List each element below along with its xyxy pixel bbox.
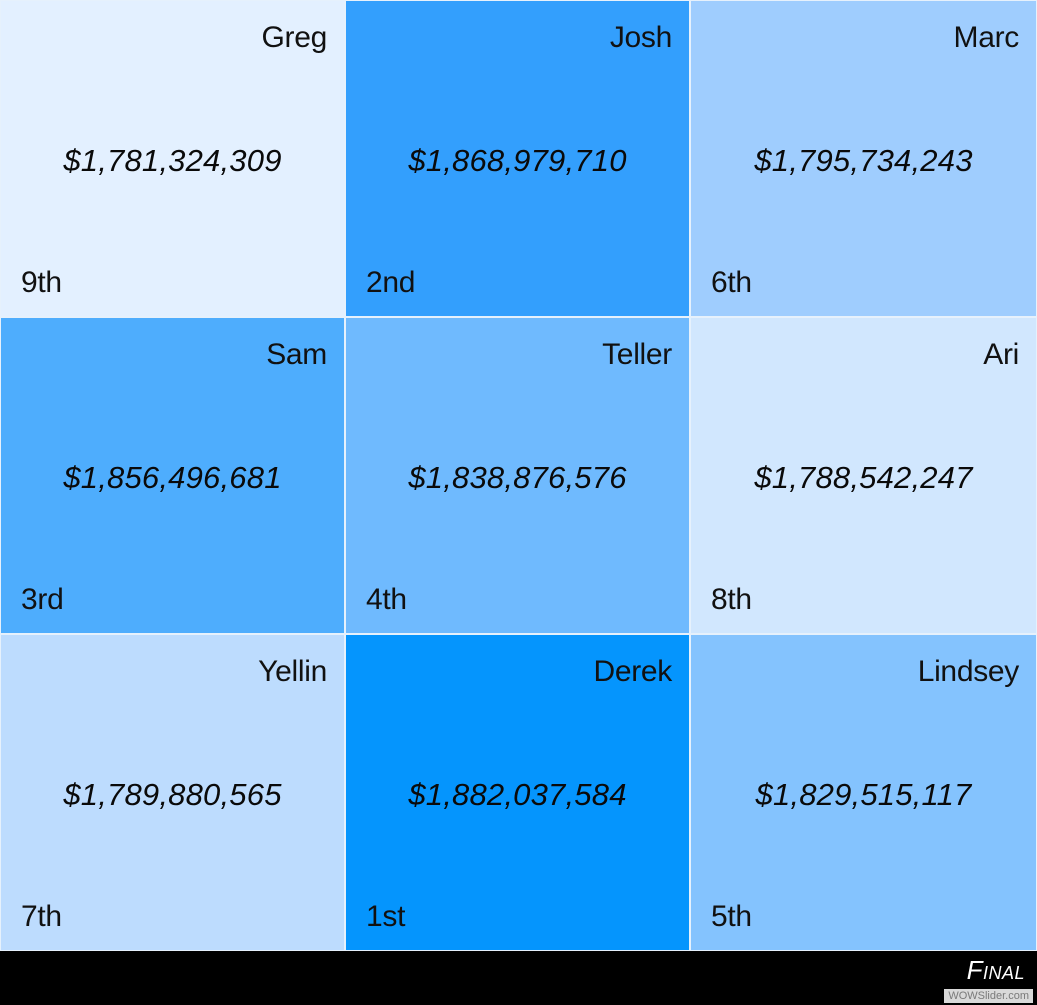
player-amount: $1,882,037,584 (408, 777, 627, 812)
player-rank: 8th (711, 583, 752, 616)
player-amount: $1,788,542,247 (754, 460, 973, 495)
tile-sam: Sam $1,856,496,681 3rd (0, 317, 345, 634)
player-amount: $1,856,496,681 (63, 460, 282, 495)
player-rank: 1st (366, 900, 406, 933)
player-rank: 7th (21, 900, 62, 933)
tile-lindsey: Lindsey $1,829,515,117 5th (690, 634, 1037, 951)
player-name: Greg (261, 21, 328, 54)
player-name: Teller (602, 338, 672, 371)
player-name: Josh (609, 21, 672, 54)
tile-teller: Teller $1,838,876,576 4th (345, 317, 690, 634)
player-rank: 4th (366, 583, 407, 616)
tile-marc: Marc $1,795,734,243 6th (690, 0, 1037, 317)
tile-josh: Josh $1,868,979,710 2nd (345, 0, 690, 317)
watermark-link[interactable]: WOWSlider.com (944, 989, 1033, 1003)
player-amount: $1,838,876,576 (408, 460, 627, 495)
player-name: Marc (953, 21, 1020, 54)
tile-ari: Ari $1,788,542,247 8th (690, 317, 1037, 634)
player-rank: 9th (21, 266, 62, 299)
player-name: Yellin (258, 655, 327, 688)
tile-greg: Greg $1,781,324,309 9th (0, 0, 345, 317)
player-amount: $1,795,734,243 (754, 143, 973, 178)
player-name: Ari (983, 338, 1019, 371)
player-amount: $1,868,979,710 (408, 143, 627, 178)
slide-caption: Final (966, 955, 1025, 985)
player-name: Lindsey (917, 655, 1020, 688)
player-rank: 2nd (366, 266, 416, 299)
player-rank: 5th (711, 900, 752, 933)
player-name: Sam (266, 338, 327, 371)
tile-derek: Derek $1,882,037,584 1st (345, 634, 690, 951)
player-amount: $1,781,324,309 (63, 143, 282, 178)
player-name: Derek (593, 655, 672, 688)
player-rank: 3rd (21, 583, 64, 616)
leaderboard-grid: Greg $1,781,324,309 9th Josh $1,868,979,… (0, 0, 1037, 951)
player-amount: $1,789,880,565 (63, 777, 282, 812)
tile-yellin: Yellin $1,789,880,565 7th (0, 634, 345, 951)
player-rank: 6th (711, 266, 752, 299)
player-amount: $1,829,515,117 (755, 777, 972, 812)
caption-bar: Final WOWSlider.com (0, 951, 1037, 1005)
